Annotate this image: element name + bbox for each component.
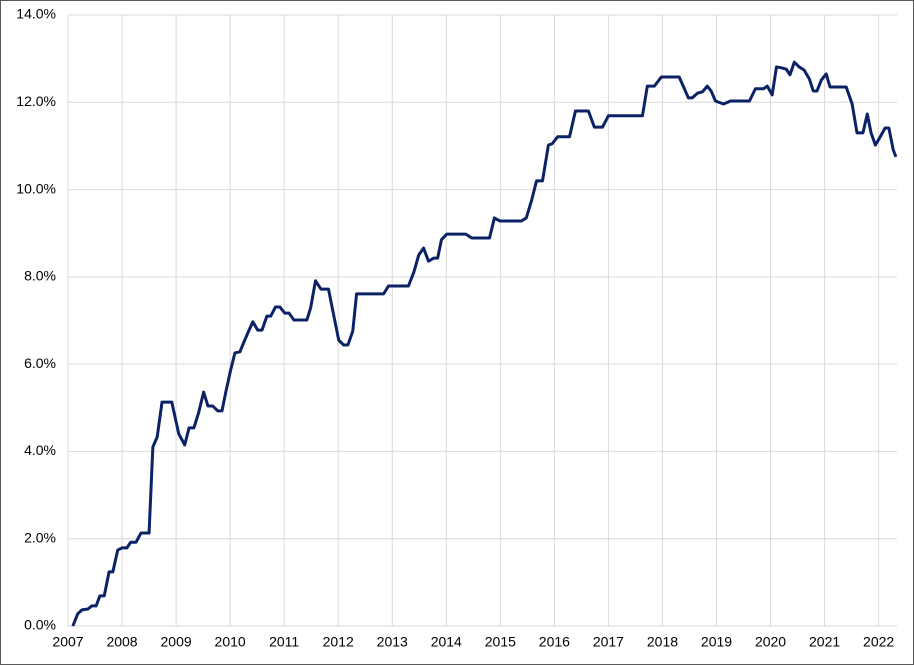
x-tick-label: 2014 — [431, 634, 462, 650]
x-tick-label: 2022 — [863, 634, 894, 650]
y-tick-label: 12.0% — [16, 93, 56, 109]
x-tick-label: 2017 — [593, 634, 624, 650]
y-tick-label: 4.0% — [24, 442, 56, 458]
y-tick-label: 14.0% — [16, 6, 56, 22]
y-tick-label: 2.0% — [24, 529, 56, 545]
x-tick-label: 2016 — [539, 634, 570, 650]
x-tick-label: 2007 — [52, 634, 83, 650]
x-tick-label: 2008 — [106, 634, 137, 650]
x-tick-label: 2009 — [161, 634, 192, 650]
x-tick-label: 2018 — [647, 634, 678, 650]
x-tick-label: 2011 — [269, 634, 299, 650]
y-tick-label: 6.0% — [24, 355, 56, 371]
x-tick-label: 2021 — [809, 634, 840, 650]
x-tick-label: 2013 — [377, 634, 408, 650]
data-line — [71, 60, 898, 627]
y-tick-label: 0.0% — [24, 617, 56, 633]
x-tick-label: 2020 — [755, 634, 786, 650]
x-tick-label: 2012 — [323, 634, 354, 650]
y-tick-label: 10.0% — [16, 180, 56, 196]
y-tick-label: 8.0% — [24, 268, 56, 284]
x-tick-label: 2010 — [215, 634, 246, 650]
x-tick-label: 2015 — [485, 634, 516, 650]
x-tick-label: 2019 — [701, 634, 732, 650]
